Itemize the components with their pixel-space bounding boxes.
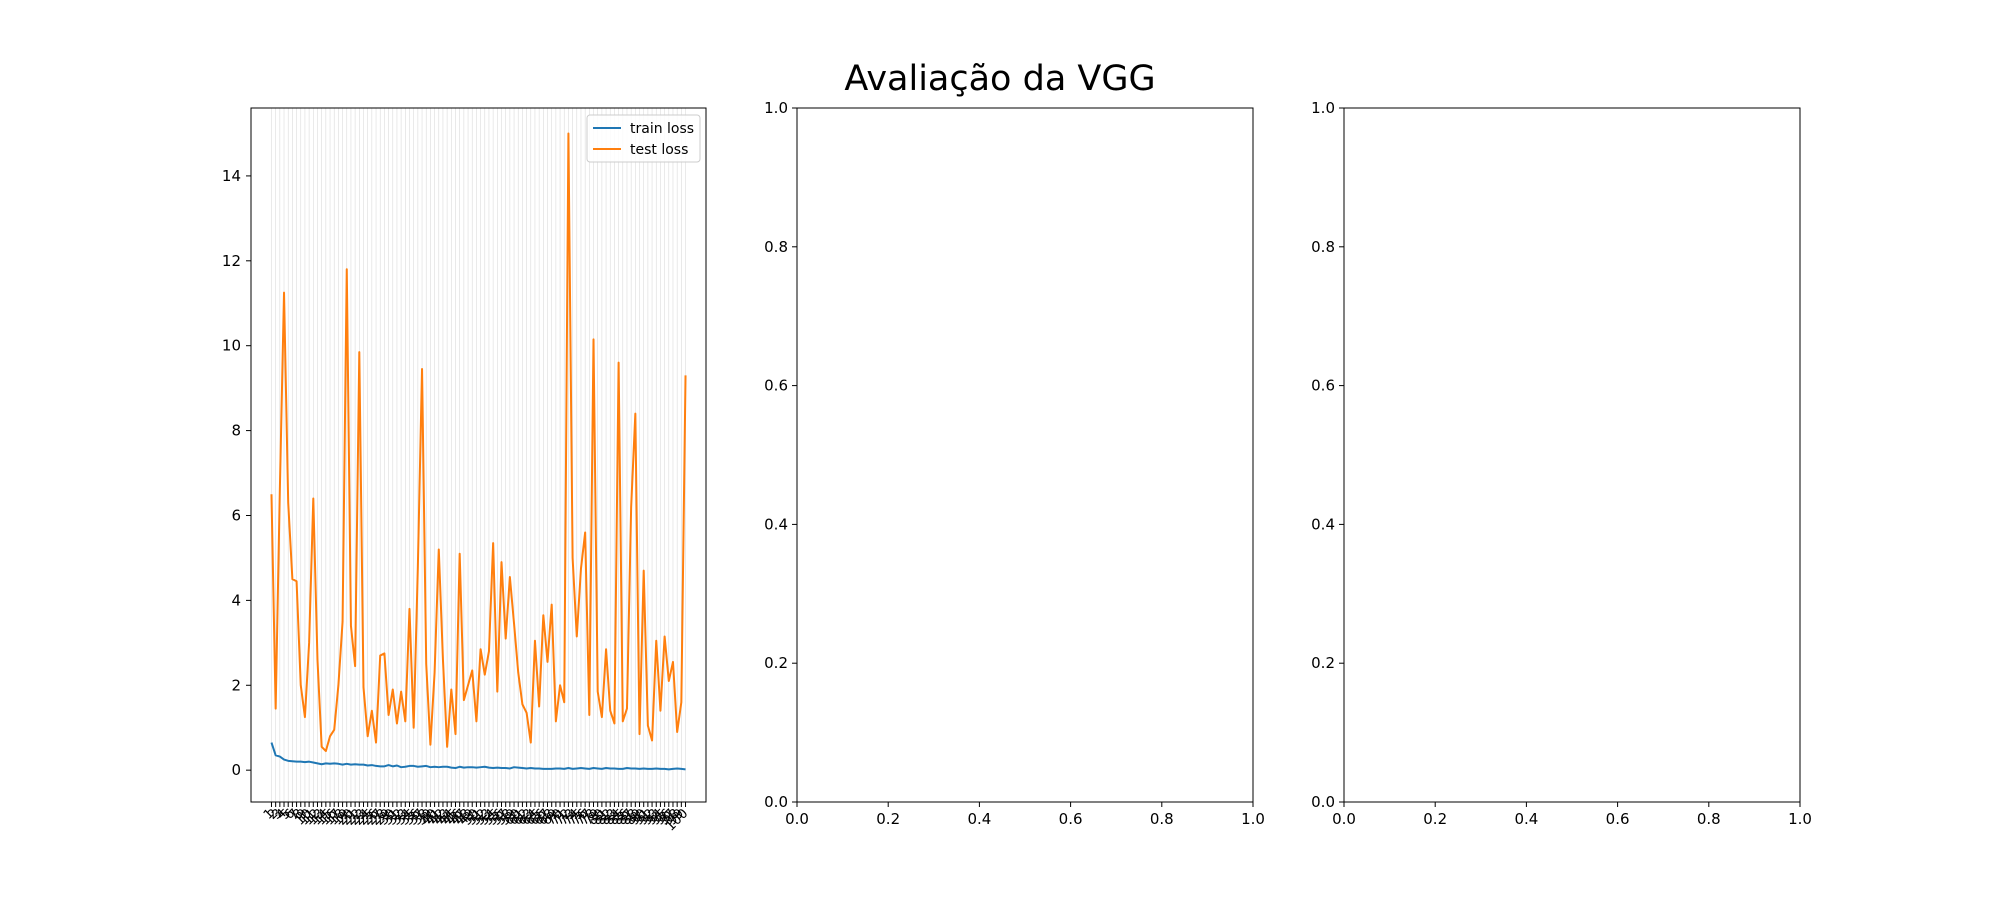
series-test-loss xyxy=(270,132,687,753)
empty-axes-2: 0.0 0.2 0.4 0.6 0.8 1.0 0.0 0.2 0.4 0.6 0.8 1.0 xyxy=(764,99,1265,828)
y-tick-label: 0.0 xyxy=(764,793,788,811)
axes-frame xyxy=(250,107,707,803)
y-tick-label: 4 xyxy=(231,591,241,609)
y-tick-label: 14 xyxy=(222,167,241,185)
loss-chart-axes: 0246810121412345678910111213141516171819… xyxy=(222,107,707,834)
x-tick-label: 1.0 xyxy=(1241,810,1265,828)
x-tick-label: 0.8 xyxy=(1150,810,1174,828)
legend-box xyxy=(586,114,701,163)
x-tick-label: 0.0 xyxy=(1332,810,1356,828)
x-tick-label: 0.6 xyxy=(1606,810,1630,828)
x-tick-label: 0.2 xyxy=(876,810,900,828)
axes-frame xyxy=(796,107,1254,803)
legend-label: train loss xyxy=(630,121,694,137)
x-tick-label: 0.6 xyxy=(1059,810,1083,828)
y-tick-label: 6 xyxy=(231,506,241,524)
y-tick-label: 0.8 xyxy=(764,238,788,256)
y-tick-label: 0.2 xyxy=(1311,654,1335,672)
legend-label: test loss xyxy=(630,142,688,158)
y-tick-label: 10 xyxy=(222,337,241,355)
y-tick-label: 0.2 xyxy=(764,654,788,672)
x-tick-label: 1.0 xyxy=(1788,810,1812,828)
x-tick-label: 0.0 xyxy=(785,810,809,828)
y-tick-label: 1.0 xyxy=(764,99,788,117)
y-tick-label: 0.4 xyxy=(764,515,788,533)
y-tick-label: 12 xyxy=(222,252,241,270)
y-tick-label: 8 xyxy=(231,422,241,440)
x-tick-label: 0.4 xyxy=(967,810,991,828)
x-tick-label: 0.2 xyxy=(1423,810,1447,828)
y-tick-label: 0.6 xyxy=(764,377,788,395)
y-tick-label: 2 xyxy=(231,676,241,694)
figure-title: Avaliação da VGG xyxy=(844,59,1155,99)
legend: train loss test loss xyxy=(586,114,701,163)
x-tick-label: 0.8 xyxy=(1697,810,1721,828)
series-line xyxy=(270,742,686,771)
axes-frame xyxy=(1343,107,1801,803)
y-tick-label: 0.0 xyxy=(1311,793,1335,811)
y-tick-label: 0.6 xyxy=(1311,377,1335,395)
empty-axes-3: 0.0 0.2 0.4 0.6 0.8 1.0 0.0 0.2 0.4 0.6 0.8 1.0 xyxy=(1311,99,1812,828)
y-tick-label: 0.4 xyxy=(1311,515,1335,533)
y-tick-label: 0 xyxy=(231,761,241,779)
series-line xyxy=(270,132,687,753)
y-tick-label: 1.0 xyxy=(1311,99,1335,117)
series-train-loss xyxy=(270,742,686,771)
y-tick-label: 0.8 xyxy=(1311,238,1335,256)
x-tick-label: 0.4 xyxy=(1514,810,1538,828)
